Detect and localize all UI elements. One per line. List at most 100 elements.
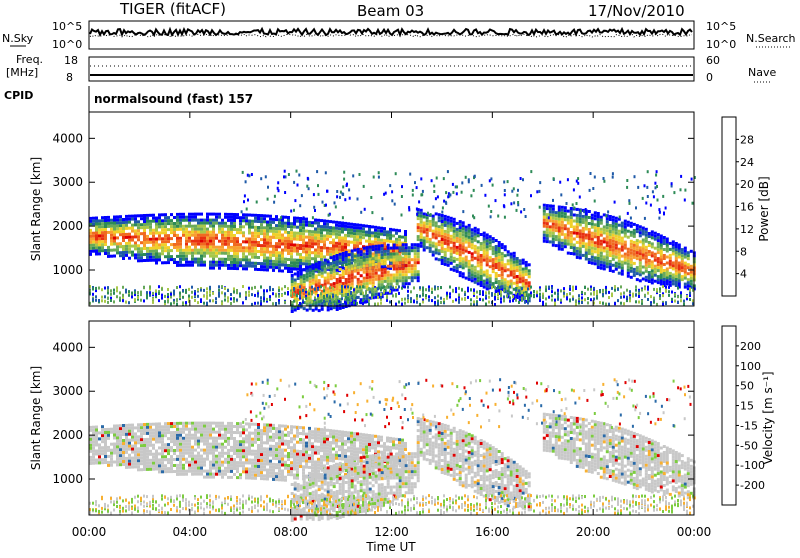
echo-cell <box>453 245 456 248</box>
ground-scatter-cell <box>479 298 481 301</box>
echo-cell <box>119 224 122 227</box>
echo-cell <box>414 249 417 252</box>
echo-cell <box>143 450 146 453</box>
echo-cell <box>543 210 546 213</box>
echo-cell <box>567 210 570 213</box>
ground-scatter-cell <box>116 286 118 289</box>
echo-cell <box>336 257 339 260</box>
echo-cell <box>122 430 125 433</box>
echo-cell <box>194 252 197 255</box>
ground-scatter-cell <box>122 299 124 302</box>
colorbar-tick-label: 8 <box>740 245 747 258</box>
echo-cell <box>155 229 158 232</box>
echo-cell <box>332 239 335 242</box>
echo-cell <box>266 248 269 251</box>
echo-cell <box>140 450 143 453</box>
echo-cell <box>248 223 251 226</box>
ground-scatter-cell <box>494 293 496 296</box>
echo-cell <box>600 234 603 237</box>
ground-scatter-cell <box>689 287 691 290</box>
scatter-cell <box>278 189 280 192</box>
ground-scatter-cell <box>437 295 439 298</box>
echo-cell <box>456 237 459 240</box>
echo-cell <box>188 446 191 449</box>
ground-scatter-cell <box>662 303 664 306</box>
echo-cell <box>161 434 164 437</box>
scatter-cell <box>442 206 444 209</box>
echo-cell <box>266 260 269 263</box>
echo-cell <box>675 248 678 251</box>
echo-cell <box>471 279 474 282</box>
echo-cell <box>314 231 317 234</box>
echo-cell <box>561 212 564 215</box>
echo-cell <box>492 240 495 243</box>
echo-cell <box>447 261 450 264</box>
echo-cell <box>101 452 104 455</box>
echo-cell <box>170 255 173 258</box>
echo-cell <box>164 464 167 467</box>
echo-cell <box>152 462 155 465</box>
echo-cell <box>125 224 128 227</box>
scatter-cell <box>418 200 420 203</box>
ground-scatter-cell <box>554 292 556 295</box>
ground-scatter-cell <box>602 293 604 296</box>
echo-cell <box>609 233 612 236</box>
echo-cell <box>170 455 173 458</box>
echo-cell <box>137 253 140 256</box>
echo-cell <box>377 241 380 244</box>
echo-cell <box>233 234 236 237</box>
ground-scatter-cell <box>224 299 226 302</box>
scatter-cell <box>449 193 451 196</box>
echo-cell <box>134 444 137 447</box>
echo-cell <box>606 244 609 247</box>
echo-cell <box>215 234 218 237</box>
echo-cell <box>188 252 191 255</box>
ground-scatter-cell <box>638 301 640 304</box>
echo-cell <box>233 264 236 267</box>
echo-cell <box>648 253 651 256</box>
echo-cell <box>161 431 164 434</box>
echo-cell <box>555 223 558 226</box>
ground-scatter-cell <box>395 303 397 306</box>
ground-scatter-cell <box>278 295 280 298</box>
echo-cell <box>182 440 185 443</box>
echo-cell <box>681 266 684 269</box>
echo-cell <box>510 268 513 271</box>
scatter-cell <box>658 208 660 211</box>
echo-cell <box>552 214 555 217</box>
echo-cell <box>128 445 131 448</box>
y-tick-label: 1000 <box>52 263 83 277</box>
echo-cell <box>314 249 317 252</box>
echo-cell <box>477 261 480 264</box>
echo-cell <box>170 458 173 461</box>
ground-scatter-cell <box>134 299 136 302</box>
ground-scatter-cell <box>341 294 343 297</box>
echo-cell <box>125 236 128 239</box>
scatter-cell <box>296 170 298 173</box>
echo-cell <box>242 252 245 255</box>
echo-cell <box>275 245 278 248</box>
ground-scatter-cell <box>404 302 406 305</box>
echo-cell <box>654 265 657 268</box>
scatter-cell <box>656 170 658 173</box>
scatter-cell <box>504 193 506 196</box>
echo-cell <box>179 258 182 261</box>
echo-cell <box>315 266 318 269</box>
echo-cell <box>375 248 378 251</box>
echo-cell <box>432 230 435 233</box>
ground-scatter-cell <box>587 301 589 304</box>
echo-cell <box>489 247 492 250</box>
echo-cell <box>456 234 459 237</box>
echo-cell <box>318 261 321 264</box>
scatter-cell <box>294 199 296 202</box>
echo-cell <box>324 262 327 265</box>
echo-cell <box>606 220 609 223</box>
echo-cell <box>624 220 627 223</box>
ground-scatter-cell <box>302 289 304 292</box>
ground-scatter-cell <box>353 288 355 291</box>
echo-cell <box>119 233 122 236</box>
echo-cell <box>347 243 350 246</box>
echo-cell <box>657 278 660 281</box>
ground-scatter-cell <box>647 286 649 289</box>
echo-cell <box>636 245 639 248</box>
